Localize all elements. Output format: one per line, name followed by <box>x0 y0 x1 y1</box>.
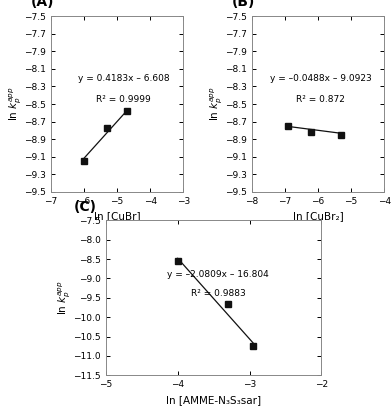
Y-axis label: ln $k_p^{app}$: ln $k_p^{app}$ <box>56 280 72 315</box>
Text: R² = 0.9999: R² = 0.9999 <box>96 95 151 104</box>
Text: y = –0.0488x – 9.0923: y = –0.0488x – 9.0923 <box>270 74 372 83</box>
Y-axis label: ln $k_p^{app}$: ln $k_p^{app}$ <box>7 86 23 122</box>
X-axis label: ln [AMME-N₃S₃sar]: ln [AMME-N₃S₃sar] <box>166 395 261 405</box>
Text: R² = 0.9883: R² = 0.9883 <box>191 289 245 298</box>
Text: R² = 0.872: R² = 0.872 <box>296 95 345 104</box>
Text: (B): (B) <box>232 0 256 9</box>
Text: y = –2.0809x – 16.804: y = –2.0809x – 16.804 <box>167 270 269 279</box>
Y-axis label: ln $k_p^{app}$: ln $k_p^{app}$ <box>208 86 224 122</box>
Text: (A): (A) <box>31 0 54 9</box>
X-axis label: ln [CuBr₂]: ln [CuBr₂] <box>293 211 343 221</box>
X-axis label: ln [CuBr]: ln [CuBr] <box>94 211 140 221</box>
Text: (C): (C) <box>73 200 96 214</box>
Text: y = 0.4183x – 6.608: y = 0.4183x – 6.608 <box>78 74 169 83</box>
